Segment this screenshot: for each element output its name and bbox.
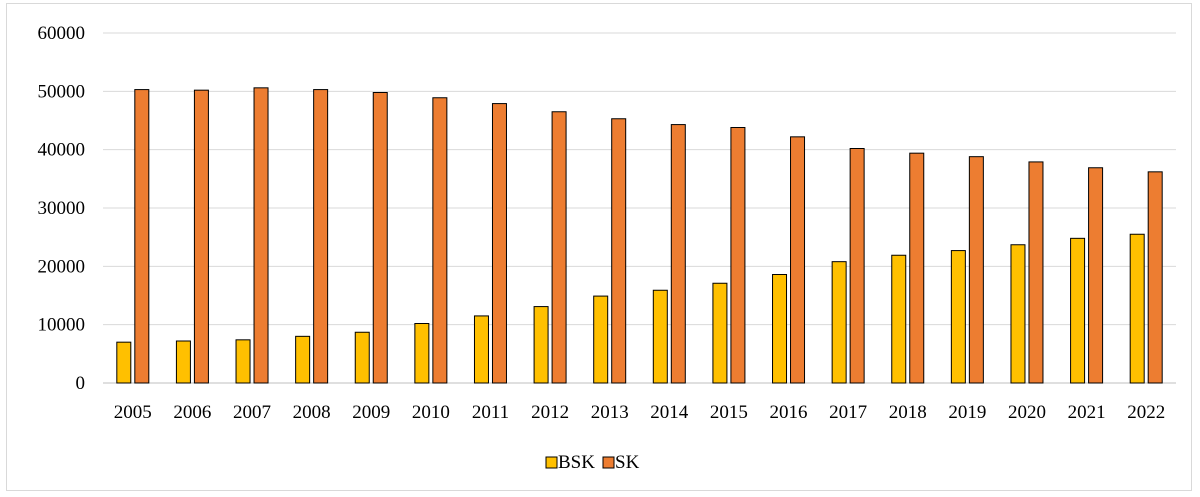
legend-swatch-sk [602,456,615,469]
bar-sk-2007 [253,87,269,384]
x-tick-label: 2008 [293,402,331,423]
bar-sk-2006 [193,89,209,384]
bars [116,87,1163,384]
bar-bsk-2012 [533,306,549,384]
bar-bsk-2015 [712,282,728,384]
bar-sk-2009 [372,92,388,384]
y-tick-label: 40000 [38,140,86,161]
bar-sk-2022 [1147,171,1163,384]
x-tick-label: 2005 [114,402,152,423]
legend: BSK SK [545,452,640,473]
x-tick-label: 2013 [591,402,629,423]
bar-sk-2019 [968,156,984,384]
bar-sk-2011 [491,103,507,384]
x-tick-label: 2007 [233,402,271,423]
bar-bsk-2007 [235,339,251,384]
bar-sk-2021 [1088,167,1104,384]
bar-bsk-2019 [950,250,966,384]
bar-bsk-2014 [652,289,668,384]
y-tick-label: 50000 [38,81,86,102]
bar-bsk-2018 [891,254,907,384]
y-axis-ticks: 0 10000 20000 30000 40000 50000 60000 [38,23,86,394]
x-tick-label: 2016 [770,402,808,423]
y-tick-label: 20000 [38,256,86,277]
bar-bsk-2020 [1010,244,1026,384]
x-tick-label: 2020 [1008,402,1046,423]
bar-sk-2018 [909,152,925,384]
bar-bsk-2006 [175,340,191,384]
legend-swatch-bsk [545,456,558,469]
legend-label-bsk: BSK [558,452,595,473]
x-tick-label: 2021 [1068,402,1106,423]
bar-bsk-2013 [593,295,609,384]
bar-sk-2005 [134,89,150,384]
x-tick-label: 2006 [173,402,211,423]
x-tick-label: 2022 [1127,402,1165,423]
bar-sk-2008 [313,89,329,384]
gridlines [103,32,1176,384]
x-axis-ticks: 2005 2006 2007 2008 2009 2010 2011 2012 2013 2014… [114,402,1165,423]
bar-sk-2015 [730,127,746,384]
x-tick-label: 2017 [829,402,867,423]
x-tick-label: 2019 [948,402,986,423]
bar-bsk-2010 [414,323,430,384]
x-tick-label: 2009 [352,402,390,423]
x-tick-label: 2018 [889,402,927,423]
bar-sk-2017 [849,148,865,384]
y-tick-label: 60000 [38,23,86,44]
bar-sk-2020 [1028,161,1044,384]
bar-bsk-2017 [831,261,847,384]
x-tick-label: 2010 [412,402,450,423]
x-tick-label: 2015 [710,402,748,423]
x-tick-label: 2014 [650,402,689,423]
bar-sk-2012 [551,111,567,384]
bar-sk-2010 [432,97,448,384]
legend-label-sk: SK [615,452,640,473]
bar-sk-2013 [611,118,627,384]
x-tick-label: 2011 [472,402,509,423]
bar-sk-2016 [790,136,806,384]
y-tick-label: 0 [76,373,86,394]
bar-bsk-2021 [1070,237,1086,384]
bar-bsk-2005 [116,341,132,384]
bar-bsk-2016 [772,274,788,384]
bar-bsk-2009 [354,331,370,384]
x-tick-label: 2012 [531,402,569,423]
y-tick-label: 10000 [38,315,86,336]
bar-sk-2014 [670,124,686,384]
bar-bsk-2011 [473,315,489,384]
bar-bsk-2022 [1129,233,1145,384]
y-tick-label: 30000 [38,198,86,219]
bar-bsk-2008 [295,335,311,384]
